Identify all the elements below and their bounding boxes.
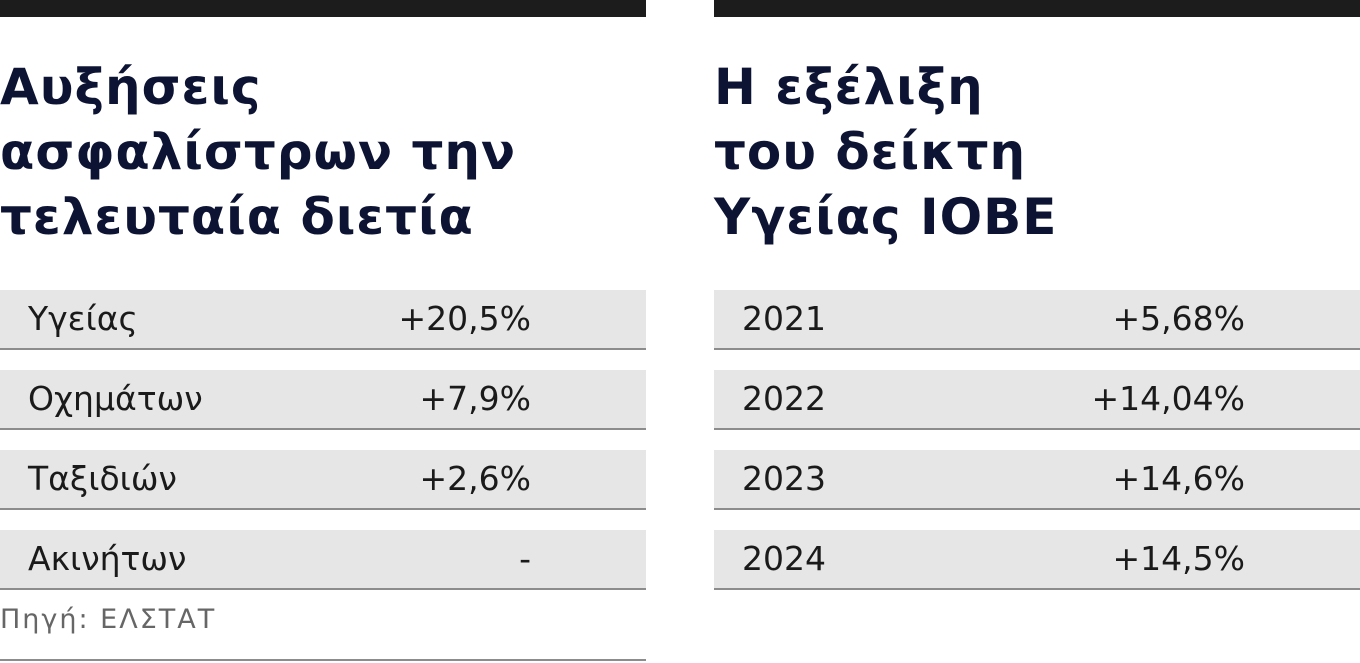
row-label: 2021 [742,299,826,338]
table-row: Ταξιδιών +2,6% [0,450,646,510]
row-value: +5,68% [1112,299,1245,338]
row-label: Ταξιδιών [28,459,177,498]
row-value: +2,6% [419,459,532,498]
top-bar [714,0,1360,17]
title-line: Αυξήσεις [0,58,262,116]
row-value: - [519,539,531,578]
bottom-rule [0,659,646,661]
panel: Η εξέλιξη του δείκτη Υγείας ΙΟΒΕ 2021 +5,68%… [714,0,1360,663]
top-bar [0,0,646,17]
row-label: Υγείας [28,299,138,338]
panel-title: Αυξήσεις ασφαλίστρων την τελευταία διετία [0,55,516,250]
title-line: του δείκτη [714,123,1027,181]
row-value: +14,6% [1112,459,1245,498]
title-line: Υγείας ΙΟΒΕ [714,188,1058,246]
row-value: +14,5% [1112,539,1245,578]
table-row: 2022 +14,04% [714,370,1360,430]
panel-title: Η εξέλιξη του δείκτη Υγείας ΙΟΒΕ [714,55,1057,250]
table-row: Υγείας +20,5% [0,290,646,350]
row-label: Ακινήτων [28,539,187,578]
table-row: 2024 +14,5% [714,530,1360,590]
panel: Αυξήσεις ασφαλίστρων την τελευταία διετία Υ… [0,0,646,663]
source-note: Πηγή: ΕΛΣΤΑΤ [0,604,217,635]
row-label: 2023 [742,459,826,498]
row-value: +20,5% [398,299,531,338]
title-line: ασφαλίστρων την [0,123,517,181]
row-value: +7,9% [419,379,532,418]
row-label: Οχημάτων [28,379,203,418]
row-label: 2024 [742,539,826,578]
title-line: τελευταία διετία [0,188,474,246]
table-row: Οχημάτων +7,9% [0,370,646,430]
table-row: Ακινήτων - [0,530,646,590]
table-row: 2023 +14,6% [714,450,1360,510]
table-row: 2021 +5,68% [714,290,1360,350]
row-label: 2022 [742,379,826,418]
row-value: +14,04% [1091,379,1245,418]
title-line: Η εξέλιξη [714,58,984,116]
